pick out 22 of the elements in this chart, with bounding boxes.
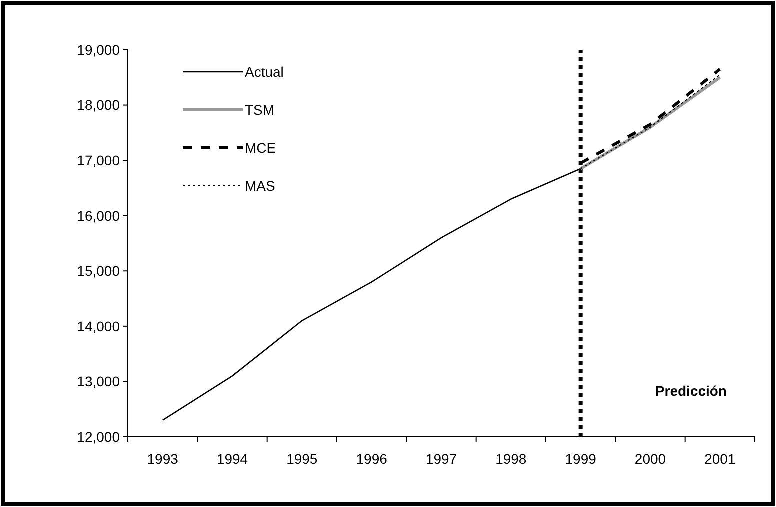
x-tick-label: 2001	[704, 451, 736, 467]
legend-label: Actual	[245, 64, 284, 80]
x-tick-label: 1999	[565, 451, 597, 467]
y-tick-label: 18,000	[77, 97, 120, 114]
y-tick-label: 17,000	[77, 152, 120, 168]
y-tick-label: 12,000	[77, 428, 120, 445]
legend-label: TSM	[245, 102, 275, 118]
legend-label: MCE	[245, 140, 276, 156]
x-tick-label: 2000	[634, 451, 666, 467]
x-tick-label: 1994	[216, 451, 248, 467]
legend-label: MAS	[245, 178, 276, 194]
x-tick-label: 1995	[286, 451, 318, 467]
y-tick-label: 16,000	[77, 208, 120, 224]
y-tick-label: 19,000	[77, 42, 120, 58]
x-tick-label: 1993	[147, 451, 179, 467]
annotation: Predicción	[655, 383, 727, 399]
y-tick-label: 15,000	[77, 263, 120, 280]
y-tick-label: 14,000	[77, 318, 120, 334]
x-tick-label: 1996	[356, 451, 388, 467]
x-tick-label: 1997	[426, 451, 458, 467]
x-tick-label: 1998	[496, 451, 527, 467]
y-tick-label: 13,000	[77, 374, 120, 390]
